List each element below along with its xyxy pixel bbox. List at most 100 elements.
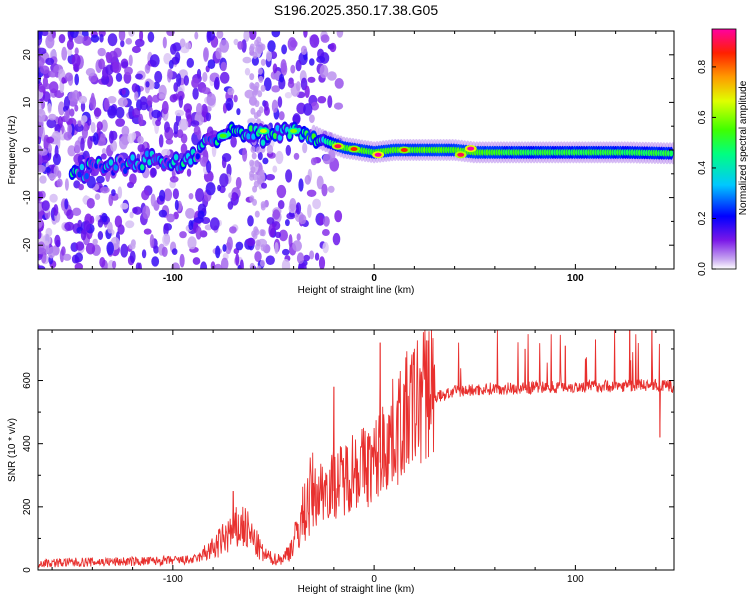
heatmap-noise-cell	[129, 173, 137, 185]
heatmap-noise-cell	[169, 176, 179, 183]
heatmap-noise-cell	[316, 175, 324, 190]
heatmap-noise-cell	[137, 262, 142, 269]
heatmap-noise-cell	[205, 182, 216, 196]
heatmap-ridge-core	[173, 154, 179, 161]
chart-title: S196.2025.350.17.38.G05	[274, 2, 438, 18]
heatmap-noise-cell	[244, 67, 251, 76]
heatmap-noise-cell	[87, 117, 92, 126]
heatmap-noise-cell	[80, 101, 86, 112]
heatmap-noise-cell	[53, 204, 59, 216]
heatmap-noise-cell	[285, 144, 291, 156]
heatmap-noise-cell	[161, 148, 171, 157]
heatmap-noise-cell	[140, 96, 148, 106]
heatmap-noise-cell	[66, 209, 74, 220]
heatmap-noise-cell	[298, 214, 307, 225]
heatmap-noise-cell	[78, 183, 84, 191]
heatmap-noise-cell	[128, 105, 135, 119]
heatmap-noise-cell	[115, 106, 125, 119]
heatmap-noise-cell	[176, 129, 184, 139]
heatmap-noise-cell	[75, 241, 85, 251]
heatmap-noise-cell	[71, 53, 81, 68]
heatmap-noise-cell	[137, 144, 145, 153]
heatmap-noise-cell	[237, 41, 244, 50]
heatmap-noise-cell	[319, 215, 324, 226]
heatmap-noise-cell	[263, 77, 272, 91]
heatmap-noise-cell	[178, 118, 189, 131]
heatmap-noise-cell	[143, 228, 152, 235]
heatmap-noise-cell	[110, 130, 118, 141]
heatmap-noise-cell	[252, 173, 258, 181]
snr-y-ticks: 0 200 400 600	[22, 348, 674, 573]
heatmap-noise-cell	[97, 231, 104, 240]
heatmap-ridge-core	[84, 172, 89, 180]
heatmap-noise-cell	[251, 152, 257, 160]
heatmap-noise-cell	[310, 157, 317, 166]
heatmap-noise-cell	[183, 103, 193, 113]
heatmap-noise-cell	[262, 157, 269, 165]
y-tick-label: -10	[22, 190, 33, 205]
heatmap-noise-cell	[158, 134, 164, 148]
heatmap-noise-cell	[178, 95, 183, 108]
heatmap-noise-cell	[254, 251, 262, 263]
heatmap-noise-cell	[161, 246, 168, 257]
heatmap-noise-cell	[249, 73, 255, 81]
heatmap-noise-cell	[221, 153, 232, 162]
heatmap-noise-cell	[101, 148, 107, 155]
heatmap-noise-cell	[149, 80, 155, 90]
heatmap-noise-cell	[120, 40, 125, 48]
heatmap-noise-cell	[115, 72, 123, 82]
heatmap-noise-cell	[146, 95, 153, 107]
heatmap-noise-cell	[233, 38, 239, 46]
heatmap-noise-cell	[46, 136, 55, 144]
heatmap-noise-cell	[61, 246, 66, 257]
heatmap-noise-cell	[235, 241, 244, 251]
heatmap-ridge-core	[77, 171, 82, 178]
heatmap-noise-cell	[64, 221, 75, 231]
heatmap-noise-cell	[254, 228, 260, 236]
heatmap-noise-cell	[134, 91, 139, 102]
heatmap-noise-cell	[151, 109, 161, 119]
heatmap-noise-cell	[77, 120, 82, 127]
heatmap-noise-cell	[252, 198, 257, 206]
heatmap-ridge-core	[277, 134, 283, 141]
heatmap-noise-cell	[220, 257, 229, 269]
spectrogram-y-ticks: -20 -10 0 10 20	[22, 30, 674, 270]
heatmap-noise-cell	[45, 57, 55, 66]
heatmap-noise-cell	[98, 58, 105, 70]
colorbar-tick-label: 0.8	[697, 60, 708, 74]
heatmap-noise-cell	[166, 213, 175, 223]
heatmap-noise-cell	[254, 100, 260, 108]
heatmap-noise-cell	[317, 96, 327, 104]
heatmap-noise-cell	[172, 188, 179, 200]
heatmap-noise-cell	[256, 265, 262, 269]
heatmap-noise-cell	[83, 220, 91, 232]
heatmap-noise-cell	[96, 121, 103, 131]
heatmap-noise-cell	[188, 193, 194, 200]
heatmap-noise-cell	[260, 201, 266, 209]
heatmap-noise-cell	[57, 170, 62, 179]
heatmap-noise-cell	[285, 219, 290, 227]
spectrogram-x-ticks: -100 0 100	[51, 31, 657, 284]
heatmap-noise-cell	[271, 31, 281, 38]
heatmap-noise-cell	[167, 68, 173, 80]
heatmap-noise-cell	[39, 175, 47, 184]
heatmap-ridge-core	[79, 163, 85, 171]
heatmap-noise-cell	[274, 242, 279, 254]
x-tick-label: 100	[567, 574, 584, 585]
heatmap-noise-cell	[257, 90, 263, 98]
heatmap-ridge-core	[113, 164, 118, 171]
heatmap-noise-cell	[251, 56, 259, 66]
heatmap-noise-cell	[329, 42, 337, 53]
heatmap-ridge-core	[188, 158, 193, 165]
y-tick-label: 400	[22, 435, 33, 452]
heatmap-noise-cell	[41, 200, 50, 212]
heatmap-noise-cell	[107, 96, 117, 104]
heatmap-noise-cell	[63, 131, 73, 141]
heatmap-noise-cell	[38, 56, 45, 68]
heatmap-noise-cell	[145, 81, 150, 88]
heatmap-noise-cell	[47, 246, 56, 259]
heatmap-noise-cell	[278, 229, 288, 242]
heatmap-noise-cell	[219, 71, 230, 84]
heatmap-noise-cell	[219, 173, 229, 188]
